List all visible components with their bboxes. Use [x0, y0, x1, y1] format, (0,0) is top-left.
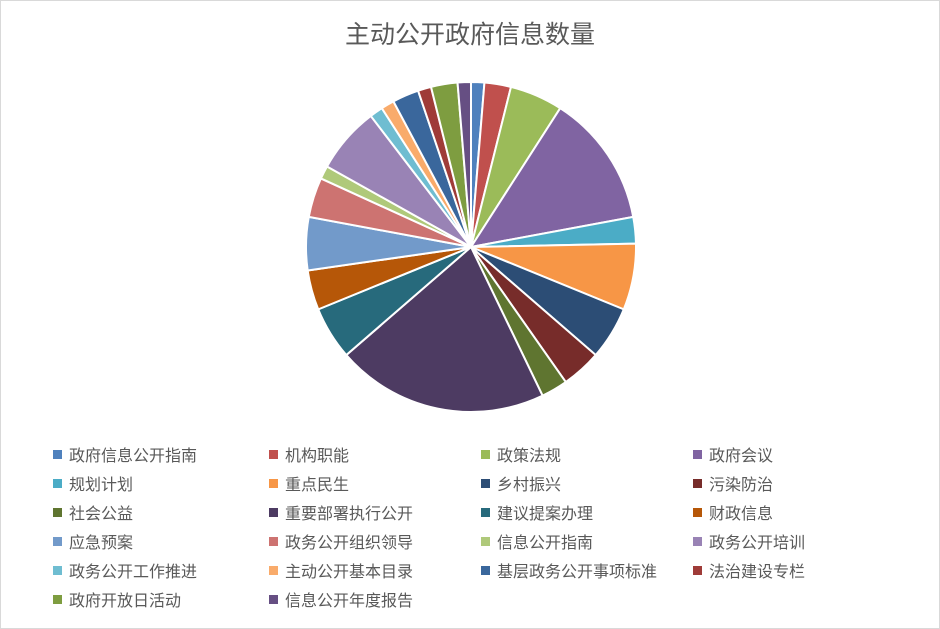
legend-item: 政策法规	[481, 442, 693, 466]
legend-label: 法治建设专栏	[709, 562, 806, 581]
legend-item: 政府开放日活动	[53, 587, 269, 611]
legend-item: 社会公益	[53, 500, 269, 524]
legend-item: 财政信息	[693, 500, 905, 524]
legend-swatch	[53, 449, 62, 459]
legend-label: 信息公开指南	[497, 533, 594, 552]
legend-label: 政策法规	[497, 446, 562, 465]
legend-item: 基层政务公开事项标准	[481, 558, 693, 582]
legend-item: 信息公开年度报告	[269, 587, 481, 611]
legend-label: 政务公开组织领导	[285, 533, 414, 552]
legend-item: 政务公开培训	[693, 529, 905, 553]
legend-label: 机构职能	[285, 446, 350, 465]
legend-label: 政府会议	[709, 446, 774, 465]
legend-item: 主动公开基本目录	[269, 558, 481, 582]
legend-swatch	[481, 565, 490, 575]
legend-label: 财政信息	[709, 504, 774, 523]
legend-item: 政府信息公开指南	[53, 442, 269, 466]
legend-swatch	[481, 507, 490, 517]
legend-swatch	[53, 594, 62, 604]
pie-chart	[305, 80, 637, 413]
legend-swatch	[693, 449, 702, 459]
legend-swatch	[481, 536, 490, 546]
legend-swatch	[53, 565, 62, 575]
legend-label: 重要部署执行公开	[285, 504, 414, 523]
legend-label: 政府开放日活动	[69, 591, 182, 610]
legend-swatch	[53, 478, 62, 488]
pie-slice-4	[468, 106, 635, 249]
legend-label: 规划计划	[69, 475, 134, 494]
pie-slice-10	[344, 245, 544, 413]
legend-swatch	[693, 507, 702, 517]
legend-label: 主动公开基本目录	[285, 562, 414, 581]
legend-swatch	[269, 594, 278, 604]
legend-label: 建议提案办理	[497, 504, 594, 523]
legend-label: 政务公开工作推进	[69, 562, 198, 581]
legend-label: 乡村振兴	[497, 475, 562, 494]
legend-item: 建议提案办理	[481, 500, 693, 524]
chart-title: 主动公开政府信息数量	[344, 20, 595, 49]
legend-swatch	[693, 565, 702, 575]
legend-item: 应急预案	[53, 529, 269, 553]
legend-swatch	[693, 536, 702, 546]
legend-swatch	[53, 507, 62, 517]
legend-swatch	[693, 478, 702, 488]
legend-item: 政务公开工作推进	[53, 558, 269, 582]
legend-label: 政府信息公开指南	[69, 446, 198, 465]
legend-label: 应急预案	[69, 533, 134, 552]
legend-swatch	[269, 507, 278, 517]
legend-label: 信息公开年度报告	[285, 591, 414, 610]
pie-slice-22	[456, 80, 472, 248]
legend-label: 重点民生	[285, 475, 350, 494]
legend-item: 乡村振兴	[481, 471, 693, 495]
legend-swatch	[269, 478, 278, 488]
legend-item: 重要部署执行公开	[269, 500, 481, 524]
legend-label: 社会公益	[69, 504, 134, 523]
legend-swatch	[269, 565, 278, 575]
legend-item: 政务公开组织领导	[269, 529, 481, 553]
legend: 政府信息公开指南 机构职能 政策法规 政府会议规划计划 重点民生 乡村振兴 污染防治社会公益…	[53, 442, 913, 611]
legend-item: 政府会议	[693, 442, 905, 466]
legend-swatch	[53, 536, 62, 546]
legend-swatch	[481, 449, 490, 459]
legend-item: 法治建设专栏	[693, 558, 905, 582]
legend-swatch	[269, 449, 278, 459]
legend-label: 污染防治	[709, 475, 774, 494]
legend-item: 机构职能	[269, 442, 481, 466]
legend-item: 规划计划	[53, 471, 269, 495]
legend-swatch	[269, 536, 278, 546]
legend-item: 信息公开指南	[481, 529, 693, 553]
legend-swatch	[481, 478, 490, 488]
legend-label: 基层政务公开事项标准	[497, 562, 658, 581]
legend-label: 政务公开培训	[709, 533, 806, 552]
legend-item: 污染防治	[693, 471, 905, 495]
legend-item: 重点民生	[269, 471, 481, 495]
